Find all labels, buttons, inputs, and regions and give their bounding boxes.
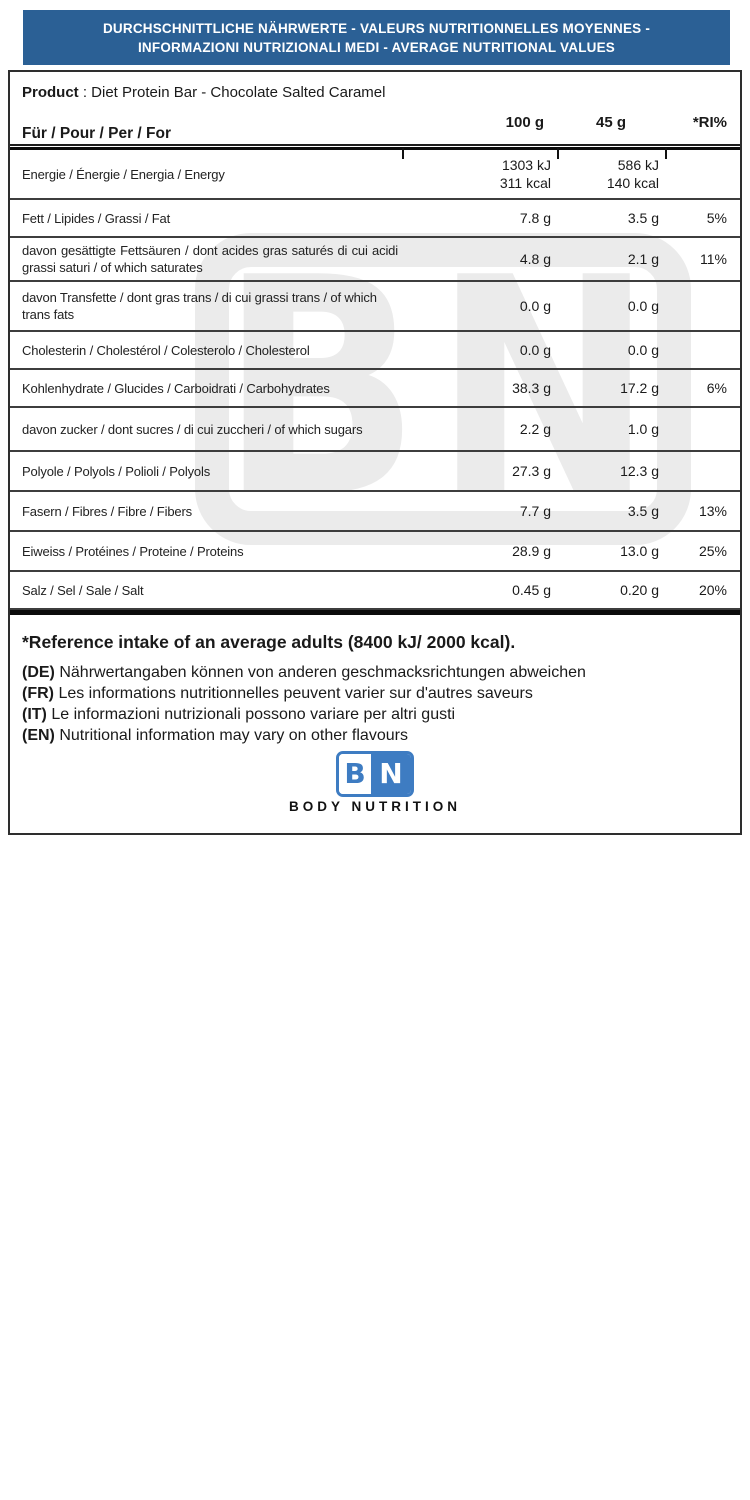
column-tick-2	[557, 148, 559, 159]
bn-logo-badge: B N	[336, 751, 414, 797]
value-45g: 0.0 g	[627, 342, 659, 358]
table-row-salt: Salz / Sel / Sale / Salt 0.45 g 0.20 g 2…	[10, 572, 740, 610]
value-ri: 13%	[698, 503, 727, 519]
column-tick-3	[665, 148, 667, 159]
title-banner: DURCHSCHNITTLICHE NÄHRWERTE - VALEURS NU…	[23, 10, 730, 65]
table-row-trans-fats: davon Transfette / dont gras trans / di …	[10, 282, 740, 332]
note-lang-it: (IT)	[22, 706, 47, 723]
value-45g: 13.0 g	[620, 543, 659, 559]
reference-intake-note: *Reference intake of an average adults (…	[22, 632, 516, 652]
column-header-ri: *RI%	[692, 114, 727, 131]
value-100g: 4.8 g	[519, 251, 551, 267]
note-lang-fr: (FR)	[22, 685, 54, 702]
value-ri: 5%	[706, 210, 727, 226]
table-row-cholesterol: Cholesterin / Cholestérol / Colesterolo …	[10, 332, 740, 370]
panel-content: Product : Diet Protein Bar - Chocolate S…	[10, 72, 740, 820]
note-de: (DE) Nährwertangaben können von anderen …	[22, 662, 728, 683]
row-label: davon zucker / dont sucres / di cui zucc…	[22, 421, 363, 437]
value-45g: 2.1 g	[627, 251, 659, 267]
value-100g: 27.3 g	[512, 463, 551, 479]
value-45g: 586 kJ 140 kcal	[606, 157, 659, 191]
table-row-fat: Fett / Lipides / Grassi / Fat 7.8 g 3.5 …	[10, 200, 740, 238]
value-100g: 2.2 g	[519, 421, 551, 437]
row-label: Energie / Énergie / Energia / Energy	[22, 166, 225, 182]
value-45g: 17.2 g	[620, 380, 659, 396]
column-header-for: Für / Pour / Per / For	[22, 125, 171, 142]
product-label: Product	[22, 84, 79, 101]
value-45g: 3.5 g	[627, 503, 659, 519]
row-label: Fasern / Fibres / Fibre / Fibers	[22, 503, 193, 519]
row-label: Kohlenhydrate / Glucides / Carboidrati /…	[22, 380, 330, 396]
row-label: davon gesättigte Fettsäuren / dont acide…	[22, 243, 398, 275]
value-45g: 0.20 g	[620, 582, 659, 598]
header-rule	[10, 144, 740, 159]
note-text-de: Nährwertangaben können von anderen gesch…	[59, 664, 586, 681]
value-100g: 7.7 g	[519, 503, 551, 519]
row-label: Eiweiss / Protéines / Proteine / Protein…	[22, 543, 244, 559]
brand-logo: B N BODY NUTRITION	[22, 751, 728, 814]
value-ri: 11%	[700, 251, 727, 267]
note-it: (IT) Le informazioni nutrizionali posson…	[22, 704, 728, 725]
value-100g: 38.3 g	[512, 380, 551, 396]
table-row-carbohydrates: Kohlenhydrate / Glucides / Carboidrati /…	[10, 370, 740, 408]
value-100g: 0.0 g	[519, 298, 551, 314]
value-45g: 0.0 g	[627, 298, 659, 314]
note-text-fr: Les informations nutritionnelles peuvent…	[58, 685, 533, 702]
row-label: Polyole / Polyols / Polioli / Polyols	[22, 463, 211, 479]
product-name: : Diet Protein Bar - Chocolate Salted Ca…	[82, 84, 386, 101]
value-45g: 1.0 g	[627, 421, 659, 437]
table-row-sugars: davon zucker / dont sucres / di cui zucc…	[10, 408, 740, 452]
value-100g: 7.8 g	[519, 210, 551, 226]
table-header-row: Für / Pour / Per / For 100 g 45 g *RI%	[22, 104, 728, 144]
banner-line-2: INFORMAZIONI NUTRIZIONALI MEDI - AVERAGE…	[137, 40, 616, 55]
value-100g: 28.9 g	[512, 543, 551, 559]
table-bottom-rule	[10, 610, 740, 615]
row-label: Salz / Sel / Sale / Salt	[22, 582, 144, 598]
disclaimer-notes: (DE) Nährwertangaben können von anderen …	[22, 662, 728, 746]
table-row-energy: Energie / Énergie / Energia / Energy 130…	[10, 150, 740, 200]
value-45g: 12.3 g	[620, 463, 659, 479]
table-row-proteins: Eiweiss / Protéines / Proteine / Protein…	[10, 532, 740, 572]
nutrition-panel: BN Product : Diet Protein Bar - Chocolat…	[8, 70, 742, 835]
value-100g: 1303 kJ 311 kcal	[499, 157, 551, 191]
column-tick-1	[402, 148, 404, 159]
value-ri: 6%	[706, 380, 727, 396]
product-line: Product : Diet Protein Bar - Chocolate S…	[22, 82, 728, 104]
value-100g: 0.45 g	[512, 582, 551, 598]
row-label: Fett / Lipides / Grassi / Fat	[22, 210, 171, 226]
table-row-saturates: davon gesättigte Fettsäuren / dont acide…	[10, 238, 740, 282]
logo-letter-n: N	[371, 754, 411, 794]
column-header-45g: 45 g	[595, 114, 626, 131]
banner-line-1: DURCHSCHNITTLICHE NÄHRWERTE - VALEURS NU…	[102, 21, 651, 36]
table-row-polyols: Polyole / Polyols / Polioli / Polyols 27…	[10, 452, 740, 492]
note-text-en: Nutritional information may vary on othe…	[59, 727, 408, 744]
note-lang-en: (EN)	[22, 727, 55, 744]
note-lang-de: (DE)	[22, 664, 55, 681]
table-row-fibers: Fasern / Fibres / Fibre / Fibers 7.7 g 3…	[10, 492, 740, 532]
logo-caption: BODY NUTRITION	[288, 799, 461, 814]
value-100g: 0.0 g	[519, 342, 551, 358]
note-en: (EN) Nutritional information may vary on…	[22, 725, 728, 746]
row-label: davon Transfette / dont gras trans / di …	[22, 290, 377, 322]
column-header-100g: 100 g	[505, 114, 544, 131]
note-text-it: Le informazioni nutrizionali possono var…	[51, 706, 456, 723]
value-45g: 3.5 g	[627, 210, 659, 226]
value-ri: 20%	[698, 582, 727, 598]
value-ri: 25%	[698, 543, 727, 559]
note-fr: (FR) Les informations nutritionnelles pe…	[22, 683, 728, 704]
row-label: Cholesterin / Cholestérol / Colesterolo …	[22, 342, 310, 358]
logo-letter-b: B	[339, 754, 371, 794]
